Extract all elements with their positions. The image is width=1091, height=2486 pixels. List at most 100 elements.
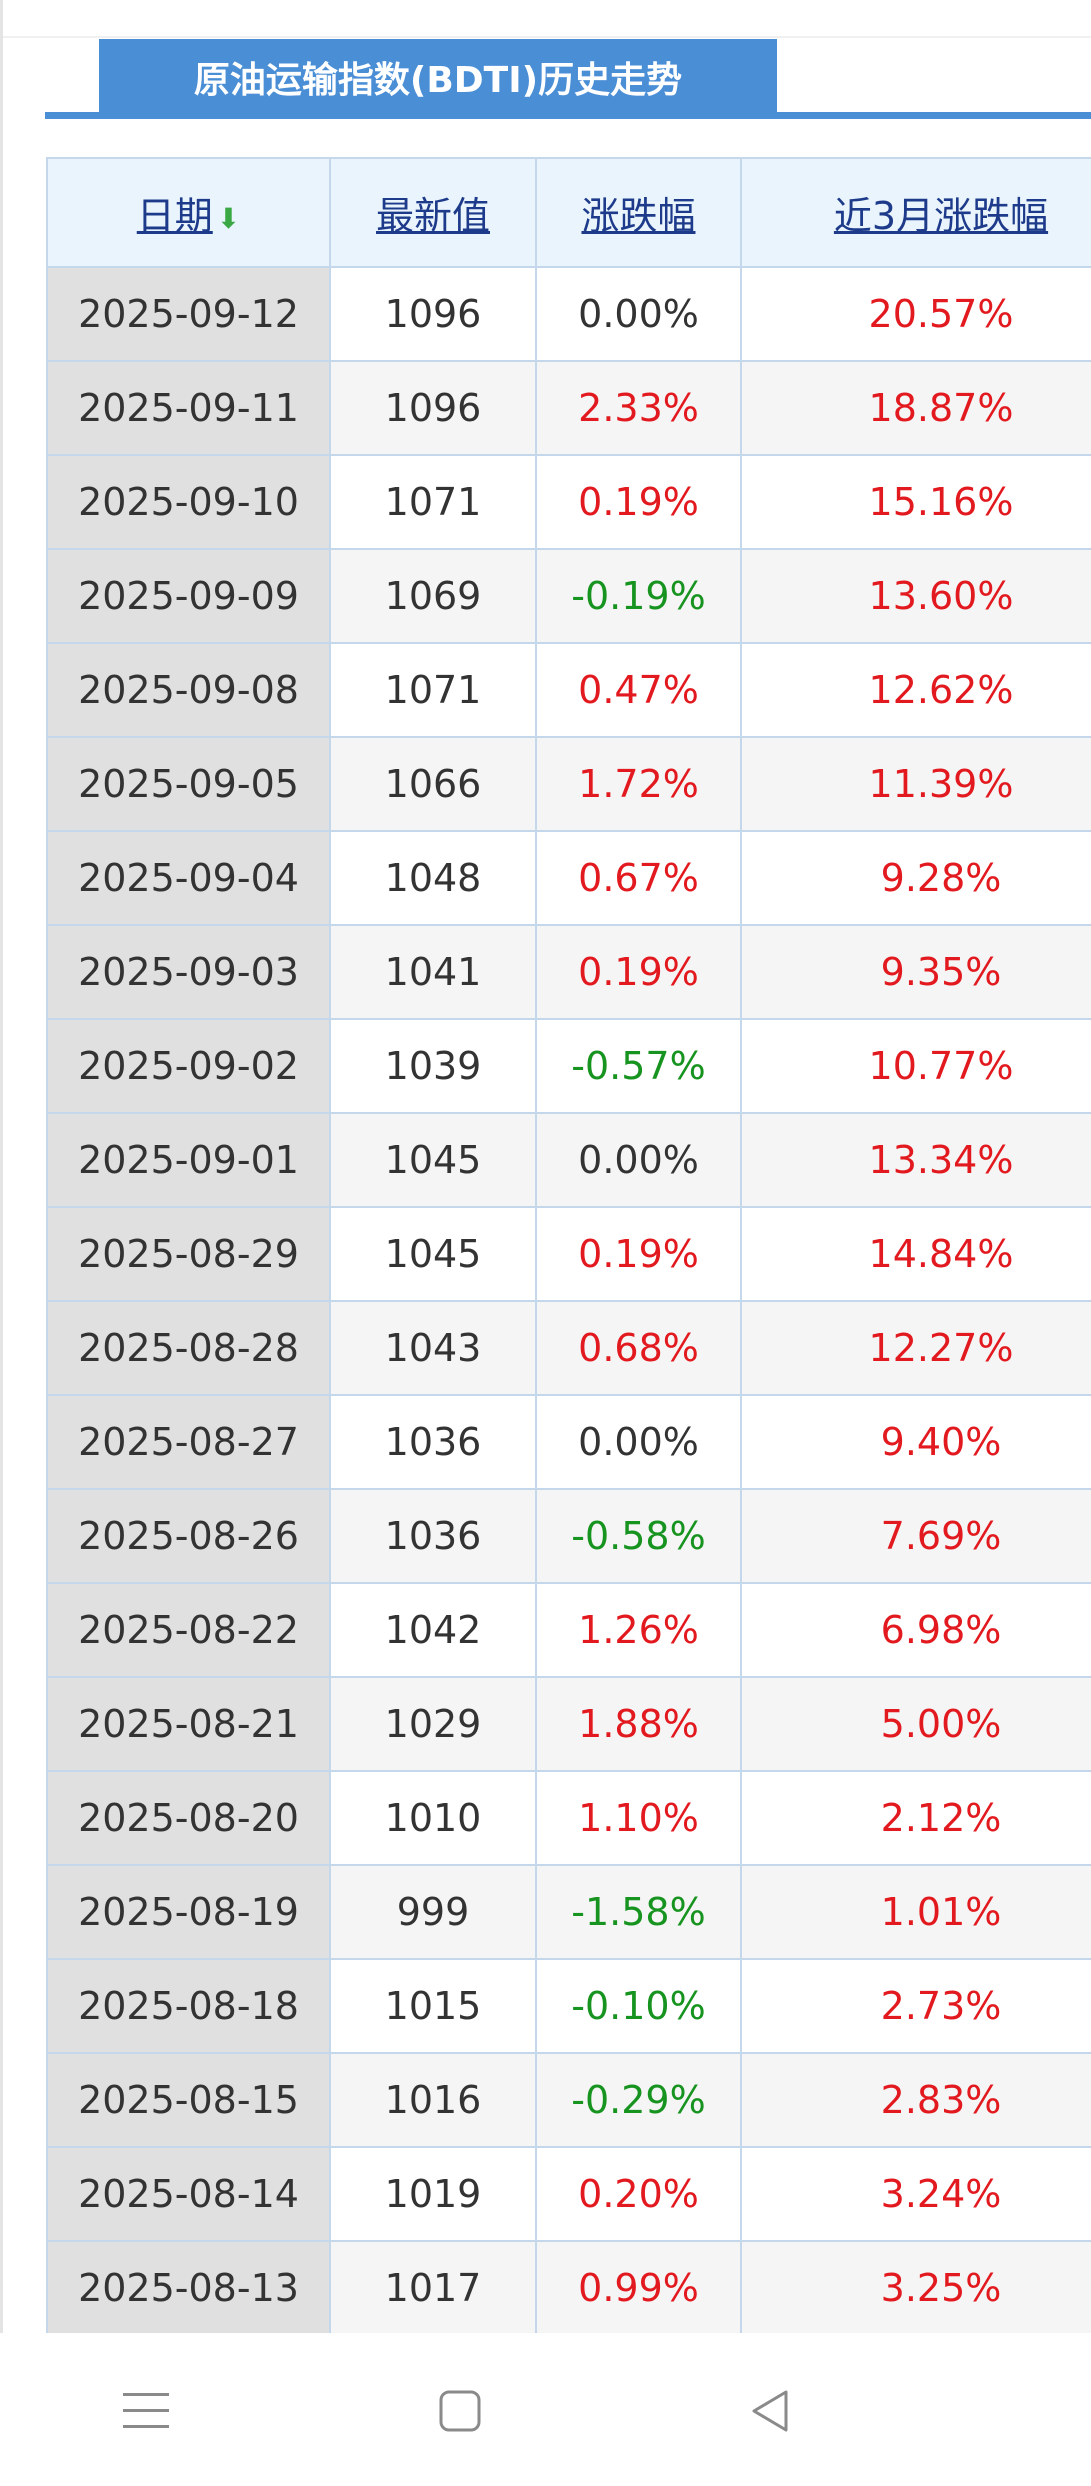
change-3m-cell: 1.01% bbox=[740, 1864, 1091, 1960]
table-row: 2025-09-04 1048 0.67% 9.28% bbox=[46, 830, 1091, 926]
date-cell: 2025-08-18 bbox=[46, 1958, 331, 2054]
latest-value-cell: 1019 bbox=[329, 2146, 537, 2242]
table-row: 2025-09-08 1071 0.47% 12.62% bbox=[46, 642, 1091, 738]
change-3m-cell: 10.77% bbox=[740, 1018, 1091, 1114]
date-cell: 2025-09-03 bbox=[46, 924, 331, 1020]
change-cell: 0.99% bbox=[535, 2240, 742, 2333]
sort-by-date-link[interactable]: 日期 bbox=[136, 194, 213, 238]
change-3m-cell: 5.00% bbox=[740, 1676, 1091, 1772]
latest-value-cell: 999 bbox=[329, 1864, 537, 1960]
latest-value-cell: 1071 bbox=[329, 642, 537, 738]
date-cell: 2025-09-01 bbox=[46, 1112, 331, 1208]
change-cell: -0.19% bbox=[535, 548, 742, 644]
change-3m-cell: 3.24% bbox=[740, 2146, 1091, 2242]
change-cell: -0.58% bbox=[535, 1488, 742, 1584]
date-cell: 2025-08-20 bbox=[46, 1770, 331, 1866]
table-row: 2025-09-02 1039 -0.57% 10.77% bbox=[46, 1018, 1091, 1114]
change-3m-cell: 9.28% bbox=[740, 830, 1091, 926]
table-row: 2025-08-18 1015 -0.10% 2.73% bbox=[46, 1958, 1091, 2054]
home-square-icon[interactable] bbox=[430, 2381, 490, 2441]
latest-value-cell: 1045 bbox=[329, 1112, 537, 1208]
change-3m-cell: 6.98% bbox=[740, 1582, 1091, 1678]
change-cell: 0.00% bbox=[535, 266, 742, 362]
latest-value-cell: 1016 bbox=[329, 2052, 537, 2148]
date-cell: 2025-08-19 bbox=[46, 1864, 331, 1960]
sort-down-arrow-icon[interactable]: ⬇ bbox=[216, 202, 241, 235]
header-latest-value[interactable]: 最新值 bbox=[329, 157, 537, 268]
change-cell: -0.57% bbox=[535, 1018, 742, 1114]
change-3m-cell: 2.83% bbox=[740, 2052, 1091, 2148]
change-cell: 0.20% bbox=[535, 2146, 742, 2242]
change-cell: -1.58% bbox=[535, 1864, 742, 1960]
date-cell: 2025-09-04 bbox=[46, 830, 331, 926]
change-cell: 0.19% bbox=[535, 1206, 742, 1302]
change-3m-cell: 12.27% bbox=[740, 1300, 1091, 1396]
change-cell: 0.68% bbox=[535, 1300, 742, 1396]
latest-value-cell: 1096 bbox=[329, 360, 537, 456]
change-3m-cell: 14.84% bbox=[740, 1206, 1091, 1302]
latest-value-cell: 1042 bbox=[329, 1582, 537, 1678]
change-cell: 0.19% bbox=[535, 924, 742, 1020]
table-row: 2025-09-12 1096 0.00% 20.57% bbox=[46, 266, 1091, 362]
table-row: 2025-09-11 1096 2.33% 18.87% bbox=[46, 360, 1091, 456]
sort-by-change-link[interactable]: 涨跌幅 bbox=[581, 194, 696, 238]
table-row: 2025-08-27 1036 0.00% 9.40% bbox=[46, 1394, 1091, 1490]
latest-value-cell: 1017 bbox=[329, 2240, 537, 2333]
change-cell: 0.19% bbox=[535, 454, 742, 550]
android-navigation-bar bbox=[0, 2333, 1091, 2486]
table-row: 2025-09-10 1071 0.19% 15.16% bbox=[46, 454, 1091, 550]
table-row: 2025-08-22 1042 1.26% 6.98% bbox=[46, 1582, 1091, 1678]
latest-value-cell: 1041 bbox=[329, 924, 537, 1020]
date-cell: 2025-09-05 bbox=[46, 736, 331, 832]
header-date[interactable]: 日期 ⬇ bbox=[46, 157, 331, 268]
table-row: 2025-09-09 1069 -0.19% 13.60% bbox=[46, 548, 1091, 644]
date-cell: 2025-08-22 bbox=[46, 1582, 331, 1678]
change-3m-cell: 9.40% bbox=[740, 1394, 1091, 1490]
latest-value-cell: 1071 bbox=[329, 454, 537, 550]
change-3m-cell: 9.35% bbox=[740, 924, 1091, 1020]
date-cell: 2025-09-09 bbox=[46, 548, 331, 644]
date-cell: 2025-09-11 bbox=[46, 360, 331, 456]
change-3m-cell: 18.87% bbox=[740, 360, 1091, 456]
date-cell: 2025-08-27 bbox=[46, 1394, 331, 1490]
table-row: 2025-08-14 1019 0.20% 3.24% bbox=[46, 2146, 1091, 2242]
latest-value-cell: 1048 bbox=[329, 830, 537, 926]
change-cell: -0.10% bbox=[535, 1958, 742, 2054]
table-row: 2025-09-05 1066 1.72% 11.39% bbox=[46, 736, 1091, 832]
change-3m-cell: 7.69% bbox=[740, 1488, 1091, 1584]
table-row: 2025-08-29 1045 0.19% 14.84% bbox=[46, 1206, 1091, 1302]
change-3m-cell: 20.57% bbox=[740, 266, 1091, 362]
date-cell: 2025-09-02 bbox=[46, 1018, 331, 1114]
date-cell: 2025-08-13 bbox=[46, 2240, 331, 2333]
change-cell: 1.10% bbox=[535, 1770, 742, 1866]
change-cell: 0.67% bbox=[535, 830, 742, 926]
date-cell: 2025-08-26 bbox=[46, 1488, 331, 1584]
header-change[interactable]: 涨跌幅 bbox=[535, 157, 742, 268]
menu-icon[interactable] bbox=[116, 2381, 176, 2441]
latest-value-cell: 1029 bbox=[329, 1676, 537, 1772]
date-cell: 2025-08-15 bbox=[46, 2052, 331, 2148]
back-triangle-icon[interactable] bbox=[741, 2381, 801, 2441]
sort-by-change-3m-link[interactable]: 近3月涨跌幅 bbox=[833, 194, 1049, 238]
title-underline bbox=[45, 112, 1091, 119]
change-3m-cell: 13.60% bbox=[740, 548, 1091, 644]
change-cell: -0.29% bbox=[535, 2052, 742, 2148]
change-cell: 2.33% bbox=[535, 360, 742, 456]
latest-value-cell: 1066 bbox=[329, 736, 537, 832]
change-3m-cell: 2.12% bbox=[740, 1770, 1091, 1866]
latest-value-cell: 1069 bbox=[329, 548, 537, 644]
date-cell: 2025-09-12 bbox=[46, 266, 331, 362]
change-3m-cell: 15.16% bbox=[740, 454, 1091, 550]
table-row: 2025-08-28 1043 0.68% 12.27% bbox=[46, 1300, 1091, 1396]
date-cell: 2025-09-08 bbox=[46, 642, 331, 738]
table-row: 2025-08-13 1017 0.99% 3.25% bbox=[46, 2240, 1091, 2333]
table-body: 2025-09-12 1096 0.00% 20.57% 2025-09-11 1096 2… bbox=[46, 266, 1091, 2333]
change-3m-cell: 12.62% bbox=[740, 642, 1091, 738]
sort-by-latest-link[interactable]: 最新值 bbox=[375, 194, 490, 238]
header-change-3m[interactable]: 近3月涨跌幅 bbox=[740, 157, 1091, 268]
date-cell: 2025-08-14 bbox=[46, 2146, 331, 2242]
history-table-container[interactable]: 日期 ⬇ 最新值 涨跌幅 近3月涨跌幅 2025-09-12 1096 0.00% 20… bbox=[46, 157, 1091, 2333]
latest-value-cell: 1010 bbox=[329, 1770, 537, 1866]
latest-value-cell: 1096 bbox=[329, 266, 537, 362]
change-cell: 1.72% bbox=[535, 736, 742, 832]
